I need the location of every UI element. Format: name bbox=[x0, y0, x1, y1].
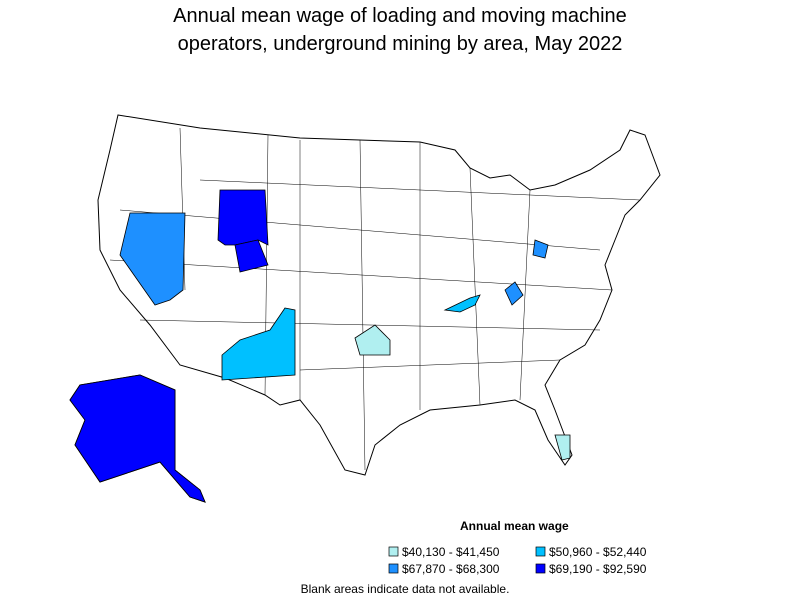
legend: $40,130 - $41,450 $50,960 - $52,440 $67,87… bbox=[388, 545, 647, 576]
region-kentucky bbox=[443, 294, 481, 313]
legend-swatch bbox=[535, 546, 546, 557]
contiguous-us bbox=[97, 114, 661, 476]
title-line: Annual mean wage of loading and moving m… bbox=[173, 5, 627, 27]
legend-label: $69,190 - $92,590 bbox=[549, 562, 647, 576]
legend-swatch bbox=[388, 546, 399, 557]
note: Blank areas indicate data not available. bbox=[301, 582, 510, 596]
us-map bbox=[69, 114, 661, 503]
region-florida bbox=[554, 434, 571, 461]
region-oklahoma bbox=[354, 324, 391, 356]
region-west-virginia bbox=[504, 281, 524, 306]
region-alaska bbox=[69, 374, 206, 503]
region-nevada bbox=[119, 212, 186, 306]
legend-title: Annual mean wage bbox=[460, 519, 569, 533]
legend-label: $50,960 - $52,440 bbox=[549, 545, 647, 559]
legend-swatch bbox=[388, 563, 399, 574]
legend-label: $40,130 - $41,450 bbox=[402, 545, 500, 559]
region-wyoming bbox=[217, 189, 269, 246]
legend-swatch bbox=[535, 563, 546, 574]
region-new-mexico bbox=[221, 307, 296, 381]
title-line: operators, underground mining by area, M… bbox=[178, 33, 623, 55]
region-wyoming-south bbox=[234, 239, 269, 273]
region-ohio bbox=[532, 239, 549, 259]
legend-label: $67,870 - $68,300 bbox=[402, 562, 500, 576]
